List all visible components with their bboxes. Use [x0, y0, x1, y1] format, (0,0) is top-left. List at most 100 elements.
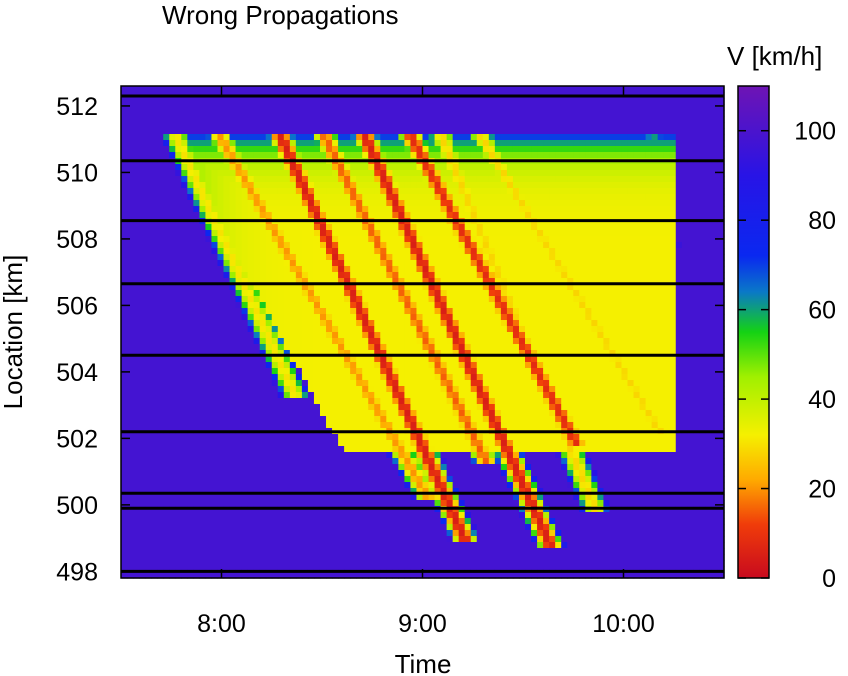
heatmap-cell [416, 98, 424, 105]
heatmap-cell [470, 308, 478, 315]
heatmap-cell [669, 110, 677, 117]
heatmap-cell [687, 164, 695, 171]
heatmap-cell [356, 182, 363, 189]
heatmap-cell [199, 104, 207, 111]
heatmap-cell [127, 182, 134, 189]
heatmap-cell [332, 152, 339, 159]
heatmap-cell [139, 182, 146, 189]
heatmap-cell [295, 128, 303, 135]
heatmap-cell [211, 320, 219, 327]
heatmap-cell [645, 122, 653, 129]
heatmap-cell [259, 332, 267, 339]
heatmap-cell [229, 368, 237, 375]
heatmap-cell [525, 320, 532, 327]
heatmap-cell [705, 302, 713, 309]
heatmap-cell [301, 248, 309, 255]
heatmap-cell [669, 284, 677, 291]
heatmap-cell [645, 284, 653, 291]
heatmap-cell [711, 122, 719, 129]
heatmap-cell [313, 194, 321, 201]
heatmap-cell [428, 170, 436, 177]
heatmap-cell [356, 194, 363, 201]
heatmap-cell [711, 356, 719, 363]
heatmap-cell [380, 266, 387, 273]
heatmap-cell [368, 344, 375, 351]
heatmap-cell [217, 368, 225, 375]
heatmap-cell [145, 380, 152, 387]
heatmap-cell [482, 134, 490, 141]
heatmap-cell [693, 236, 701, 243]
heatmap-cell [549, 86, 556, 93]
heatmap-cell [699, 290, 707, 297]
heatmap-cell [470, 272, 478, 279]
heatmap-cell [458, 146, 466, 153]
heatmap-cell [549, 188, 556, 195]
heatmap-cell [591, 260, 598, 267]
heatmap-cell [313, 344, 321, 351]
heatmap-cell [187, 260, 194, 267]
heatmap-cell [187, 110, 194, 117]
heatmap-cell [223, 362, 231, 369]
heatmap-cell [211, 104, 219, 111]
heatmap-cell [277, 380, 285, 387]
heatmap-cell [452, 308, 460, 315]
heatmap-cell [338, 164, 345, 171]
heatmap-cell [488, 104, 496, 111]
heatmap-cell [283, 194, 291, 201]
heatmap-cell [512, 266, 520, 273]
heatmap-cell [567, 362, 574, 369]
heatmap-cell [416, 368, 424, 375]
heatmap-cell [187, 116, 194, 123]
heatmap-cell [235, 164, 243, 171]
heatmap-cell [711, 188, 719, 195]
heatmap-cell [398, 152, 406, 159]
heatmap-cell [121, 164, 128, 171]
heatmap-cell [301, 140, 309, 147]
heatmap-cell [386, 350, 393, 357]
heatmap-cell [518, 134, 526, 141]
heatmap-cell [639, 86, 647, 93]
heatmap-cell [253, 230, 261, 237]
heatmap-cell [579, 134, 586, 141]
heatmap-cell [645, 308, 653, 315]
heatmap-cell [687, 284, 695, 291]
heatmap-cell [434, 368, 442, 375]
heatmap-cell [603, 296, 611, 303]
heatmap-cell [344, 152, 351, 159]
heatmap-cell [452, 266, 460, 273]
heatmap-cell [145, 284, 152, 291]
heatmap-cell [332, 128, 339, 135]
heatmap-cell [127, 236, 134, 243]
heatmap-cell [127, 356, 134, 363]
heatmap-cell [374, 242, 381, 249]
heatmap-cell [705, 98, 713, 105]
heatmap-cell [416, 254, 424, 261]
heatmap-cell [488, 380, 496, 387]
heatmap-cell [705, 290, 713, 297]
heatmap-cell [651, 152, 659, 159]
heatmap-cell [579, 86, 586, 93]
heatmap-cell [627, 290, 635, 297]
heatmap-cell [681, 314, 689, 321]
heatmap-cell [693, 164, 701, 171]
heatmap-cell [579, 290, 586, 297]
heatmap-cell [344, 254, 351, 261]
heatmap-cell [157, 140, 164, 147]
heatmap-cell [193, 272, 200, 279]
heatmap-cell [253, 134, 261, 141]
heatmap-cell [410, 314, 418, 321]
heatmap-cell [639, 146, 647, 153]
heatmap-cell [157, 236, 164, 243]
heatmap-cell [380, 242, 387, 249]
heatmap-cell [621, 356, 629, 363]
heatmap-cell [711, 140, 719, 147]
heatmap-cell [326, 368, 333, 375]
heatmap-cell [283, 236, 291, 243]
heatmap-cell [253, 308, 261, 315]
heatmap-cell [319, 236, 327, 243]
heatmap-cell [488, 362, 496, 369]
heatmap-cell [151, 302, 158, 309]
heatmap-cell [470, 236, 478, 243]
heatmap-cell [705, 236, 713, 243]
heatmap-cell [398, 146, 406, 153]
